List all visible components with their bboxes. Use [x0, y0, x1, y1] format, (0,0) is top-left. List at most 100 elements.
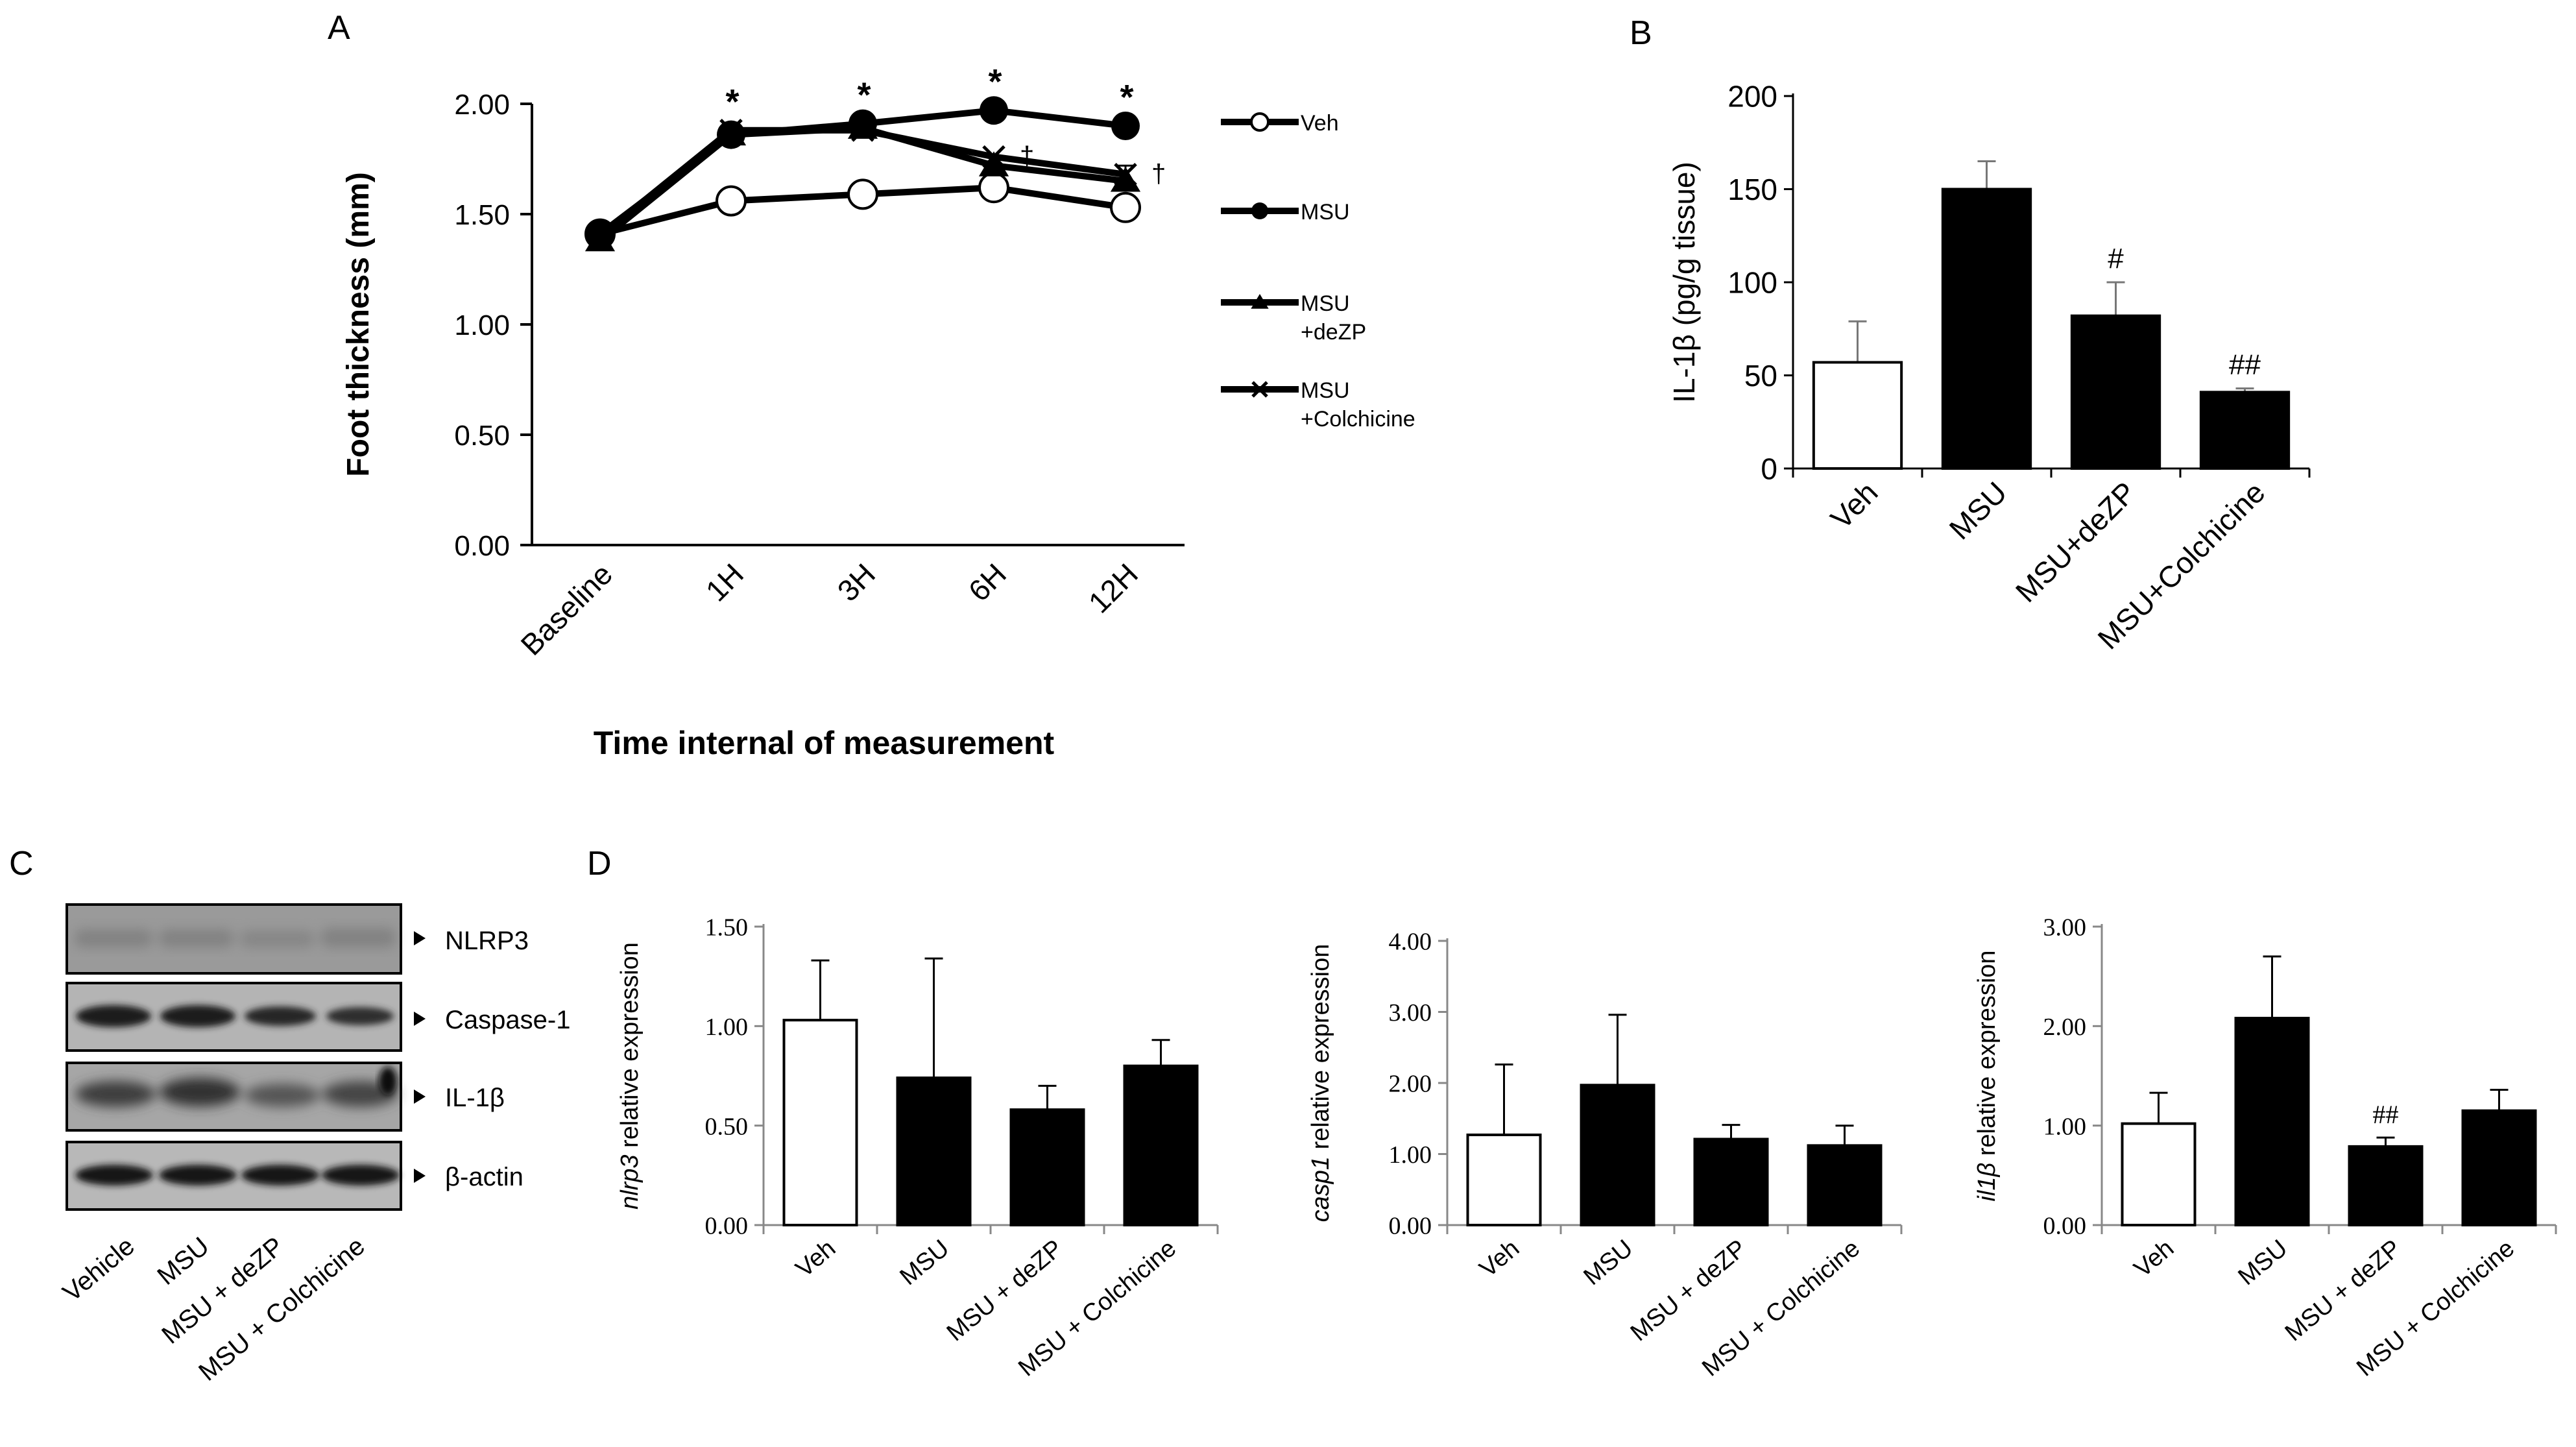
bar — [1123, 1064, 1199, 1226]
panel-a-label: A — [328, 9, 350, 47]
band-label-b-actin: β-actin — [445, 1163, 524, 1191]
bar — [2121, 1122, 2197, 1226]
y-tick-label: 3.00 — [2043, 914, 2087, 942]
y-tick-label: 100 — [1727, 266, 1777, 300]
panel-c-label: C — [9, 845, 34, 882]
data-point — [1111, 112, 1140, 140]
data-point — [586, 219, 614, 249]
y-tick-label: 1.00 — [2043, 1113, 2087, 1140]
bar — [1941, 188, 2032, 470]
legend-swatch-marker — [1251, 381, 1268, 398]
x-tick-label: MSU — [895, 1235, 955, 1291]
bar — [2461, 1109, 2537, 1226]
bar — [1812, 361, 1903, 470]
bar — [1807, 1144, 1883, 1226]
significance-marker: * — [988, 62, 1002, 101]
y-tick-label: 1.00 — [705, 1014, 749, 1041]
error-bar — [2106, 281, 2125, 316]
legend-label: Veh — [1301, 111, 1339, 136]
bar — [896, 1076, 972, 1226]
panel-a-y-axis-label: Foot thickness (mm) — [341, 172, 376, 476]
error-bar — [2376, 1136, 2395, 1147]
band-label-nlrp3: NLRP3 — [445, 927, 529, 955]
x-tick-label: 1H — [699, 557, 750, 607]
significance-marker: # — [2108, 243, 2124, 274]
significance-marker: ## — [2373, 1100, 2399, 1129]
y-tick-label: 2.00 — [2043, 1014, 2087, 1041]
x-tick-label: MSU — [2233, 1235, 2293, 1291]
panel-b-label: B — [1630, 14, 1652, 52]
significance-marker: * — [725, 82, 739, 121]
y-tick-label: 0.00 — [1389, 1213, 1432, 1240]
error-bar — [811, 959, 830, 1021]
band-arrow-icon — [414, 1169, 426, 1183]
y-tick-label: 1.00 — [454, 310, 510, 341]
y-tick-label: 0.50 — [454, 420, 510, 452]
band-arrow-icon — [414, 931, 426, 945]
bar — [2348, 1145, 2424, 1227]
band-label-il-1b: IL-1β — [445, 1084, 505, 1112]
bar — [1580, 1084, 1655, 1227]
significance-marker: * — [1120, 78, 1133, 117]
legend-entry: MSU +deZP — [1221, 291, 1366, 345]
error-bar — [1495, 1064, 1513, 1135]
legend-label: +deZP — [1301, 320, 1366, 345]
legend-label: MSU — [1301, 200, 1350, 225]
band-arrow-icon — [414, 1089, 426, 1104]
panel-c-western-blot: C — [9, 845, 570, 1387]
panel-a-x-axis-label: Time internal of measurement — [594, 725, 1055, 761]
error-bar — [1117, 164, 1134, 181]
significance-marker: † — [1020, 142, 1034, 171]
x-tick-label: MSU — [1579, 1235, 1639, 1291]
error-bar — [1608, 1014, 1627, 1086]
x-tick-label: 6H — [962, 557, 1013, 607]
blot-strip-nlrp3 — [66, 903, 402, 975]
legend-swatch-marker — [1250, 112, 1270, 132]
data-point — [978, 151, 1009, 176]
x-tick-label: Baseline — [514, 557, 620, 662]
x-tick-label: MSU + deZP — [942, 1235, 1068, 1347]
error-bar — [1977, 160, 1996, 189]
x-tick-label: MSU + deZP — [1626, 1235, 1751, 1347]
error-bar — [1038, 1084, 1057, 1110]
bar — [1466, 1133, 1542, 1227]
y-tick-label: 0.00 — [705, 1213, 749, 1240]
bar — [1009, 1108, 1085, 1226]
marker-stroke — [1251, 381, 1268, 398]
legend-label: +Colchicine — [1301, 407, 1415, 432]
x-tick-label: Veh — [1824, 475, 1884, 535]
panel-b-y-axis-label: IL-1β (pg/g tissue) — [1667, 162, 1701, 403]
legend-entry: Veh — [1221, 111, 1339, 136]
data-point — [849, 109, 877, 138]
y-tick-label: 1.50 — [454, 199, 510, 231]
panel-d-label: D — [587, 845, 612, 882]
error-bar — [924, 957, 943, 1078]
data-point — [847, 178, 878, 210]
lane-label-vehicle: Vehicle — [58, 1232, 140, 1307]
y-tick-label: 0.50 — [705, 1113, 749, 1140]
data-point — [717, 120, 745, 149]
legend-entry: MSU — [1221, 200, 1350, 225]
x-tick-label: Veh — [1475, 1235, 1524, 1283]
panel-a-series — [584, 96, 1141, 252]
legend-entry: MSU +Colchicine — [1221, 378, 1415, 432]
data-point — [980, 96, 1008, 125]
lane-label-msu: MSU — [152, 1232, 214, 1291]
x-tick-label: MSU — [1943, 475, 2014, 546]
legend-label: MSU — [1301, 378, 1350, 403]
y-tick-label: 150 — [1727, 173, 1777, 206]
band-arrow-icon — [414, 1012, 426, 1026]
y-tick-label: 1.00 — [1389, 1141, 1432, 1169]
data-point — [1110, 191, 1141, 223]
y-axis-label: casp1 relative expression — [1307, 944, 1334, 1222]
error-bar — [2263, 955, 2281, 1019]
legend-swatch-marker — [1251, 294, 1269, 309]
y-tick-label: 0.00 — [454, 530, 510, 562]
data-point — [716, 185, 747, 217]
blot-strip-caspase-1 — [66, 982, 402, 1052]
